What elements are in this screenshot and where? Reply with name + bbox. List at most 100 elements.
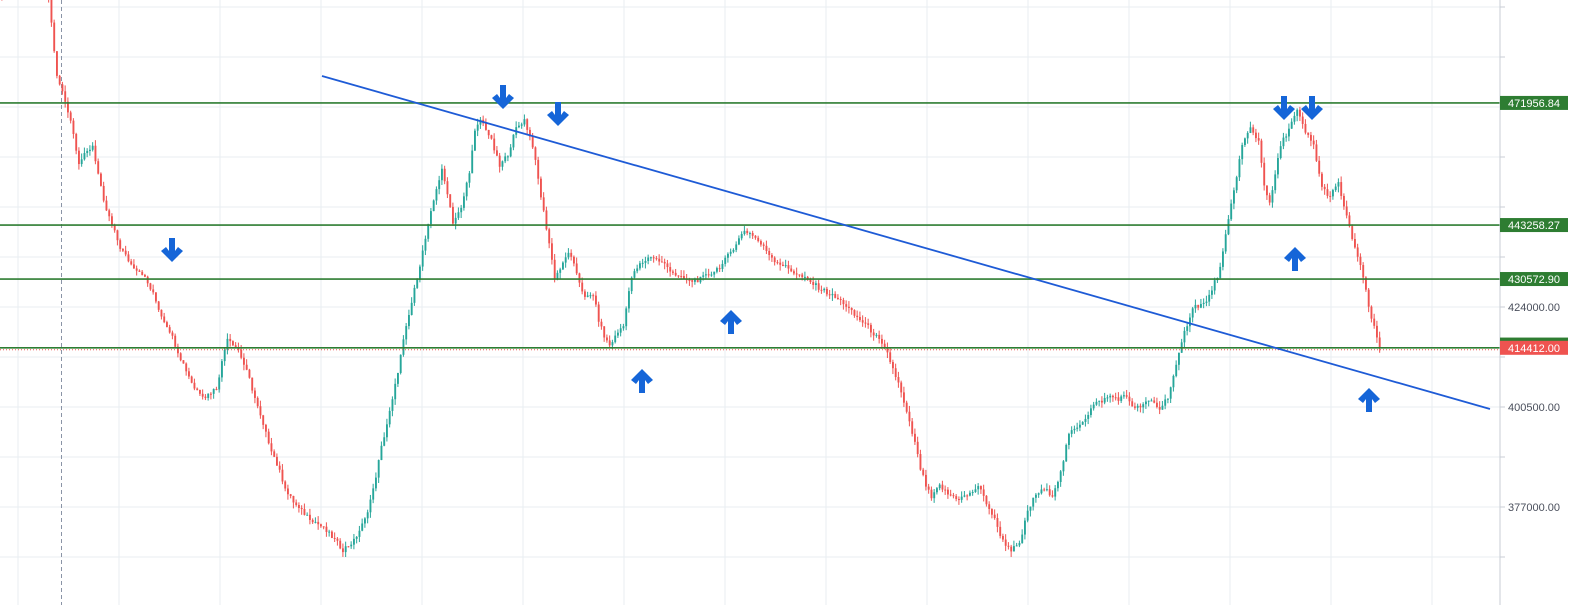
candle-body: [982, 489, 985, 496]
candle-body: [1136, 405, 1139, 408]
candle-body: [1230, 203, 1233, 220]
candle-body: [894, 368, 897, 378]
candle-body: [842, 299, 845, 305]
candle-body: [397, 372, 399, 384]
candle-body: [784, 265, 787, 267]
downtrend-line[interactable]: [321, 75, 1491, 410]
candle-body: [548, 229, 551, 244]
candle-body: [861, 320, 864, 323]
candle-body: [50, 0, 53, 23]
last-price-label[interactable]: 414412.00: [1500, 340, 1568, 355]
candle-body: [1378, 337, 1381, 348]
candle-body: [1117, 397, 1120, 401]
candle: [1013, 540, 1015, 552]
candle-body: [166, 322, 168, 328]
candle: [776, 259, 779, 265]
candle-body: [542, 197, 545, 211]
candle-body: [762, 244, 765, 246]
candle: [333, 532, 336, 543]
level-price-label[interactable]: 443258.27: [1500, 218, 1568, 233]
candle: [1213, 277, 1216, 295]
candle-body: [53, 22, 56, 52]
candle-body: [317, 521, 320, 525]
level-price-label[interactable]: 471956.84: [1500, 95, 1568, 110]
candle: [410, 297, 413, 316]
candle-body: [487, 129, 490, 136]
candle: [1257, 132, 1260, 145]
candle: [790, 265, 793, 273]
candle: [922, 467, 925, 477]
candle: [177, 343, 179, 358]
candle-body: [1359, 256, 1362, 266]
candle: [996, 513, 999, 533]
candle-body: [119, 240, 122, 249]
candle-body: [256, 397, 259, 407]
candle-body: [157, 301, 160, 310]
candle-body: [1246, 132, 1249, 139]
candle-body: [1084, 418, 1087, 422]
candle: [523, 114, 526, 127]
candle-body: [603, 326, 606, 338]
candle: [232, 340, 234, 347]
candle: [870, 322, 872, 338]
candle-body: [933, 492, 936, 499]
candle: [416, 278, 419, 289]
candle: [597, 301, 600, 327]
candle-body: [353, 538, 355, 545]
candle-body: [595, 295, 597, 305]
candle-body: [1186, 326, 1189, 331]
candle-body: [853, 310, 856, 316]
candle: [388, 407, 391, 428]
candle: [449, 194, 452, 208]
trend-line[interactable]: [321, 75, 1491, 410]
candle: [1351, 224, 1354, 241]
candle: [707, 268, 710, 278]
candle-body: [251, 377, 254, 391]
candle-body: [718, 268, 721, 270]
candle-body: [958, 499, 960, 501]
candle: [952, 492, 955, 499]
candle: [1057, 480, 1059, 492]
candle-body: [292, 495, 295, 503]
arrow-up-icon: [631, 369, 653, 393]
candle-body: [815, 283, 817, 285]
candle-body: [551, 243, 553, 260]
candle: [424, 235, 427, 256]
candle-body: [1114, 397, 1117, 399]
candle: [380, 441, 383, 461]
candle-body: [1150, 400, 1153, 402]
candle-body: [221, 361, 223, 378]
candle: [1098, 400, 1101, 407]
candle-body: [798, 274, 801, 276]
candle-body: [1293, 115, 1296, 122]
candle-body: [889, 352, 892, 363]
candle-body: [1070, 430, 1073, 434]
candle: [1315, 139, 1318, 162]
candle-body: [1164, 399, 1167, 406]
candle-body: [504, 156, 507, 162]
candle: [1065, 443, 1068, 463]
candle-body: [311, 519, 314, 523]
candle: [1070, 426, 1073, 438]
candle-body: [650, 257, 652, 259]
candle-body: [1178, 352, 1180, 365]
level-price-label[interactable]: 430572.90: [1500, 272, 1568, 287]
candle: [256, 396, 259, 409]
candle: [58, 74, 61, 86]
candle: [1343, 193, 1345, 210]
candle: [1158, 401, 1161, 415]
candle-body: [270, 443, 273, 452]
candle: [278, 461, 281, 473]
candle: [1142, 402, 1145, 414]
candle-body: [941, 484, 944, 490]
price-axis[interactable]: 377000.00 400500.00 424000.00 471956.84 4432…: [1499, 0, 1590, 605]
candle: [287, 484, 289, 500]
candle-body: [1288, 128, 1290, 137]
candle: [1246, 131, 1249, 144]
candle-body: [146, 276, 149, 284]
candle: [300, 505, 303, 515]
candle: [1183, 327, 1186, 348]
candle: [691, 278, 694, 288]
